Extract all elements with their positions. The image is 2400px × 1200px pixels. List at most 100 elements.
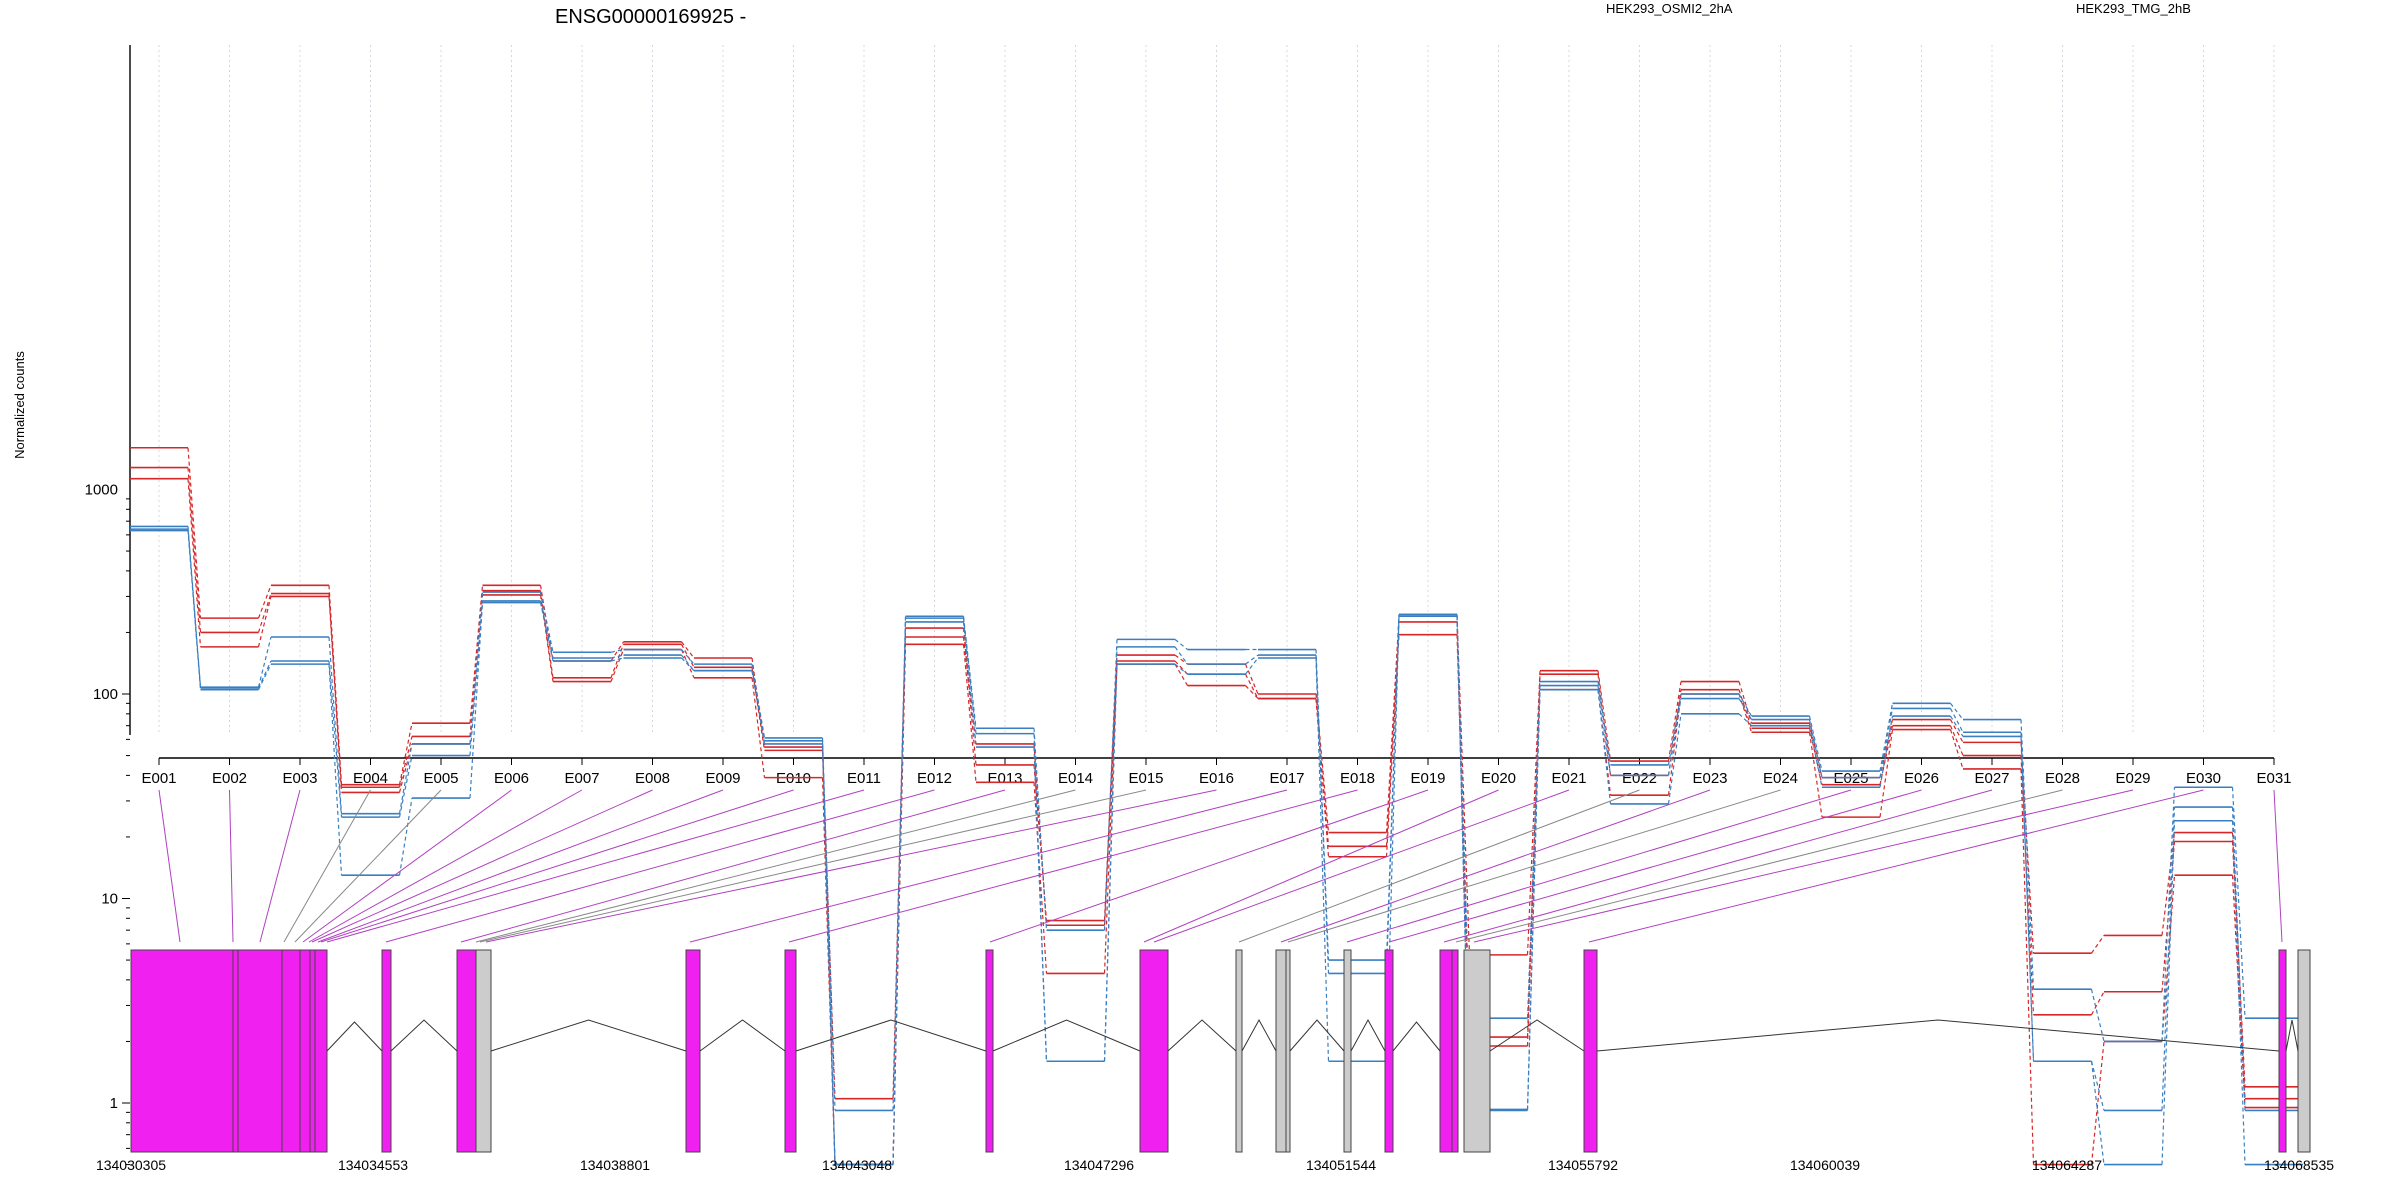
exon-connector <box>259 789 301 943</box>
data-connector <box>1174 663 1188 675</box>
exon-block <box>784 949 797 1153</box>
x-tick-label: E023 <box>1692 770 1727 787</box>
data-connector <box>1879 725 1894 785</box>
exon-connector <box>1280 789 1711 943</box>
exon-block-grey <box>1285 949 1291 1153</box>
y-tick-label: 10 <box>101 891 118 908</box>
intron-line <box>992 1019 1141 1052</box>
y-axis-label: Normalized counts <box>12 351 27 459</box>
x-tick-label: E002 <box>212 770 247 787</box>
data-connector <box>610 649 625 682</box>
exon-connector <box>1287 789 1781 943</box>
exon-connector <box>2273 789 2283 943</box>
intron-line <box>390 1019 458 1052</box>
data-connector <box>2231 787 2246 1019</box>
data-connector <box>1738 681 1753 724</box>
data-connector <box>398 723 413 785</box>
x-tick-label: E008 <box>635 770 670 787</box>
data-connector <box>257 636 272 688</box>
data-connector <box>257 660 272 689</box>
coordinate-label: 134047296 <box>1064 1157 1134 1173</box>
x-tick-label: E013 <box>987 770 1022 787</box>
x-tick-label: E020 <box>1481 770 1516 787</box>
data-connector <box>1597 689 1612 805</box>
data-connector <box>398 736 413 788</box>
data-connector <box>1667 693 1682 766</box>
intron-line <box>795 1019 987 1052</box>
intron-line <box>1241 1018 1277 1052</box>
x-tick-label: E009 <box>705 770 740 787</box>
data-connector <box>257 593 272 633</box>
data-connector <box>1879 715 1894 788</box>
data-connector <box>610 648 624 653</box>
exon-block <box>314 949 328 1153</box>
data-connector <box>1667 713 1682 805</box>
exon-connector <box>1346 789 1852 943</box>
data-connector <box>398 755 413 818</box>
data-connector <box>751 664 766 739</box>
data-connector <box>1174 660 1188 675</box>
intron-line <box>1289 1019 1345 1052</box>
data-connector <box>1033 728 1048 931</box>
data-connector <box>1879 703 1894 772</box>
data-connector <box>1808 732 1823 818</box>
x-tick-label: E001 <box>141 770 176 787</box>
x-tick-label: E029 <box>2115 770 2150 787</box>
intron-line <box>490 1019 687 1052</box>
x-tick-label: E004 <box>353 770 388 787</box>
data-connector <box>1385 621 1400 847</box>
data-connector <box>610 657 624 662</box>
legend-label-group-a: HEK293_OSMI2_2hA <box>1606 1 1733 16</box>
exon-block <box>1451 949 1459 1153</box>
grid-lines <box>158 45 2275 735</box>
data-connector <box>1738 713 1752 727</box>
y-tick-label: 1 <box>110 1095 118 1112</box>
data-connector <box>610 654 624 659</box>
x-tick-label: E024 <box>1763 770 1798 787</box>
data-connector <box>2161 807 2176 1111</box>
x-tick-label: E027 <box>1974 770 2009 787</box>
data-connector <box>2090 991 2105 1016</box>
data-connector <box>398 743 413 814</box>
data-connector <box>1808 719 1823 778</box>
data-connector <box>1244 663 1259 695</box>
x-tick-label: E003 <box>282 770 317 787</box>
x-tick-label: E011 <box>847 770 881 787</box>
data-connector <box>1597 670 1612 762</box>
x-tick-label: E012 <box>917 770 952 787</box>
x-tick-label: E030 <box>2186 770 2221 787</box>
data-connector <box>821 743 836 1165</box>
data-connector <box>1103 655 1118 921</box>
data-connector <box>328 664 343 876</box>
x-tick-label: E021 <box>1551 770 1586 787</box>
exon-block <box>685 949 701 1153</box>
x-tick-label: E031 <box>2256 770 2291 787</box>
data-connector <box>1667 693 1682 796</box>
exon-block <box>1583 949 1598 1153</box>
exon-block <box>1439 949 1453 1153</box>
exon-block <box>985 949 994 1153</box>
data-connector <box>1949 719 1964 743</box>
data-connector <box>2090 1061 2105 1111</box>
exon-connector <box>460 789 1006 943</box>
x-tick-label: E018 <box>1340 770 1375 787</box>
data-connector <box>539 591 554 653</box>
exon-block <box>2278 949 2287 1153</box>
data-connector <box>1245 657 1259 675</box>
exon-connector <box>1153 789 1570 943</box>
exon-block-grey <box>1463 949 1491 1153</box>
data-connector <box>2090 989 2105 1042</box>
data-connector <box>1950 702 1964 720</box>
data-connector <box>1174 646 1188 665</box>
data-connector <box>962 644 977 783</box>
exon-connector <box>308 789 583 943</box>
x-tick-label: E007 <box>564 770 599 787</box>
exon-block <box>232 949 239 1153</box>
data-connector <box>1174 654 1188 665</box>
data-connector <box>1808 715 1823 772</box>
data-connector <box>1245 654 1259 665</box>
intron-line <box>326 1021 383 1052</box>
data-connector <box>187 447 202 619</box>
exon-block <box>281 949 301 1153</box>
